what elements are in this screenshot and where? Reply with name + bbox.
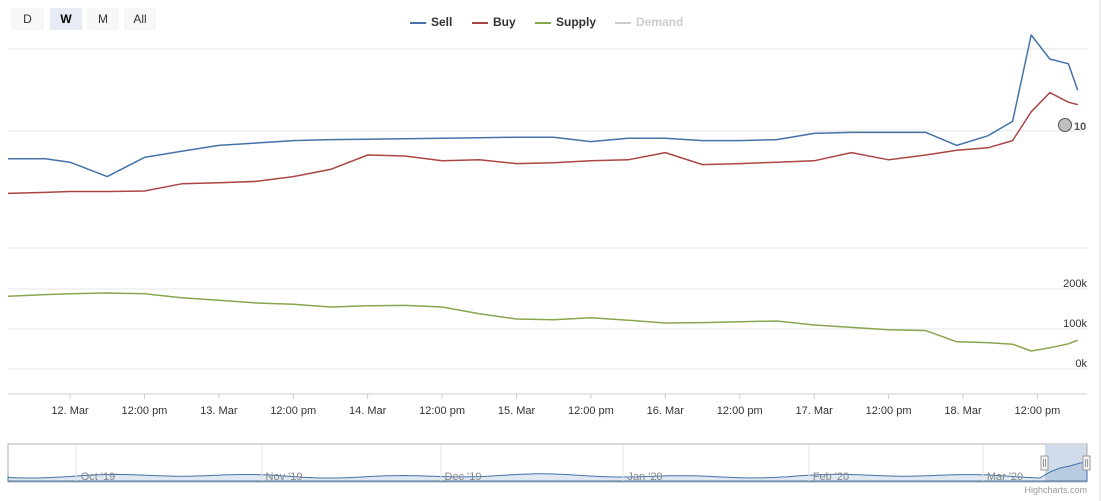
x-tick-label: 12:00 pm bbox=[866, 405, 912, 417]
range-button-day[interactable]: D bbox=[11, 8, 44, 30]
x-tick-label: 18. Mar bbox=[944, 405, 982, 417]
legend-item-buy[interactable]: Buy bbox=[472, 14, 524, 32]
x-tick-label: 12. Mar bbox=[51, 405, 89, 417]
x-tick-label: 17. Mar bbox=[796, 405, 834, 417]
navigator-label: Mar '20 bbox=[987, 471, 1023, 483]
series-line-sell[interactable] bbox=[8, 34, 1079, 178]
legend-swatch-demand bbox=[615, 22, 631, 24]
navigator-label: Feb '20 bbox=[813, 471, 849, 483]
x-tick-label: 12:00 pm bbox=[1014, 405, 1060, 417]
price-tick-label-10: 10 bbox=[1074, 121, 1086, 133]
legend-swatch-buy bbox=[472, 22, 488, 24]
x-tick-label: 15. Mar bbox=[498, 405, 536, 417]
x-tick-label: 12:00 pm bbox=[568, 405, 614, 417]
x-tick-label: 12:00 pm bbox=[717, 405, 763, 417]
x-tick-label: 12:00 pm bbox=[270, 405, 316, 417]
range-button-all[interactable]: All bbox=[124, 8, 156, 30]
legend-item-sell[interactable]: Sell bbox=[410, 14, 462, 32]
legend-swatch-supply bbox=[535, 22, 551, 24]
navigator-label: Oct '19 bbox=[81, 471, 116, 483]
credits-link[interactable]: Highcharts.com bbox=[1024, 485, 1087, 495]
x-tick-label: 14. Mar bbox=[349, 405, 387, 417]
volume-tick-label-0k: 0k bbox=[1075, 358, 1087, 370]
series-line-supply[interactable] bbox=[7, 292, 1078, 352]
navigator-selected-range[interactable] bbox=[1045, 445, 1087, 481]
navigator-series bbox=[7, 461, 1088, 482]
x-tick-label: 16. Mar bbox=[647, 405, 685, 417]
price-flag-icon bbox=[1058, 118, 1072, 132]
navigator[interactable]: Oct '19 Nov '19 Dec '19 Jan '20 Feb '20 Mar '… bbox=[7, 443, 1091, 483]
volume-tick-label-200k: 200k bbox=[1063, 278, 1087, 290]
navigator-handle-right[interactable] bbox=[1082, 455, 1091, 471]
price-axis-label-10: 10 bbox=[1058, 118, 1086, 133]
legend-item-demand[interactable]: Demand bbox=[615, 14, 695, 32]
legend-label-supply: Supply bbox=[556, 15, 597, 29]
legend-item-supply[interactable]: Supply bbox=[535, 14, 605, 32]
navigator-label: Dec '19 bbox=[445, 471, 482, 483]
x-tick-label: 12:00 pm bbox=[121, 405, 167, 417]
x-tick-label: 12:00 pm bbox=[419, 405, 465, 417]
chart-right-border bbox=[1099, 0, 1101, 501]
range-button-month[interactable]: M bbox=[87, 8, 119, 30]
navigator-handle-left[interactable] bbox=[1040, 455, 1049, 471]
series-line-buy[interactable] bbox=[7, 91, 1078, 195]
legend-label-demand: Demand bbox=[636, 15, 684, 29]
x-tick-label: 13. Mar bbox=[200, 405, 238, 417]
legend-label-buy: Buy bbox=[493, 15, 516, 29]
navigator-label: Jan '20 bbox=[627, 471, 662, 483]
legend-swatch-sell bbox=[410, 22, 426, 24]
navigator-label: Nov '19 bbox=[266, 471, 303, 483]
volume-tick-label-100k: 100k bbox=[1063, 318, 1087, 330]
range-button-week[interactable]: W bbox=[50, 8, 82, 30]
legend-label-sell: Sell bbox=[431, 15, 453, 29]
